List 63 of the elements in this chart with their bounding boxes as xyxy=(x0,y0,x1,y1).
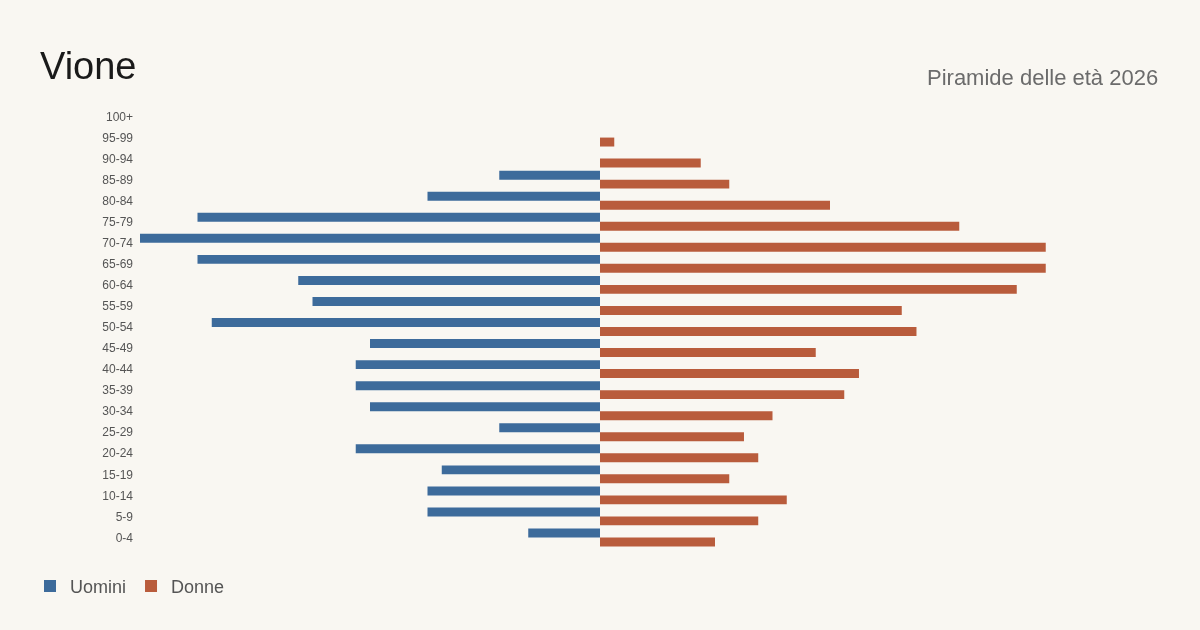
bar xyxy=(600,200,830,210)
chart-subtitle: Piramide delle età 2026 xyxy=(927,65,1159,90)
bar xyxy=(298,275,600,285)
legend-label: Donne xyxy=(171,577,225,598)
bar xyxy=(355,381,600,391)
y-tick-label: 100+ xyxy=(105,109,133,124)
bar xyxy=(499,423,600,433)
bar xyxy=(600,327,917,336)
bar xyxy=(600,537,715,547)
y-tick-label: 5-9 xyxy=(115,509,134,524)
bar xyxy=(211,318,600,327)
bar xyxy=(140,233,600,243)
y-tick-label: 80-84 xyxy=(102,193,134,208)
y-tick-label: 75-79 xyxy=(102,214,134,229)
bar xyxy=(427,191,600,201)
bar xyxy=(600,158,701,168)
bar xyxy=(528,528,600,538)
y-tick-label: 60-64 xyxy=(102,278,134,293)
y-tick-label: 65-69 xyxy=(102,257,134,272)
bar xyxy=(370,402,600,412)
y-tick-label: 30-34 xyxy=(102,404,134,419)
bar xyxy=(600,137,615,147)
bar xyxy=(312,297,600,306)
bar xyxy=(600,242,1046,252)
bar xyxy=(355,360,600,370)
bar xyxy=(370,339,600,349)
y-tick-label: 95-99 xyxy=(102,130,134,145)
y-tick-label: 85-89 xyxy=(102,172,134,187)
bar xyxy=(600,348,816,357)
y-tick-label: 15-19 xyxy=(102,467,134,482)
bar xyxy=(600,263,1046,273)
y-tick-label: 55-59 xyxy=(102,299,134,314)
y-tick-label: 0-4 xyxy=(115,530,134,545)
bar xyxy=(600,390,845,400)
bar xyxy=(600,432,744,442)
y-tick-label: 40-44 xyxy=(102,362,134,377)
bar xyxy=(600,474,730,484)
y-tick-label: 70-74 xyxy=(102,236,134,251)
bar xyxy=(427,507,600,517)
bar xyxy=(600,305,902,315)
bar xyxy=(197,254,600,264)
bar xyxy=(600,179,730,189)
y-tick-label: 90-94 xyxy=(102,151,134,166)
chart-title: Vione xyxy=(40,45,137,88)
bar xyxy=(499,170,600,180)
y-tick-label: 25-29 xyxy=(102,425,134,440)
legend-label: Uomini xyxy=(70,577,127,598)
bar xyxy=(600,453,759,463)
bar xyxy=(427,486,600,496)
bar xyxy=(441,465,600,475)
bar xyxy=(197,212,600,222)
bar xyxy=(600,221,960,231)
bar xyxy=(600,411,773,421)
y-tick-label: 10-14 xyxy=(102,488,134,503)
y-tick-label: 35-39 xyxy=(102,383,134,398)
bar xyxy=(355,444,600,454)
y-tick-label: 20-24 xyxy=(102,446,134,461)
bar xyxy=(600,495,787,505)
bar xyxy=(600,369,859,379)
y-tick-label: 45-49 xyxy=(102,341,134,356)
bar xyxy=(600,284,1017,294)
y-tick-label: 50-54 xyxy=(102,320,134,335)
bar xyxy=(600,516,759,526)
